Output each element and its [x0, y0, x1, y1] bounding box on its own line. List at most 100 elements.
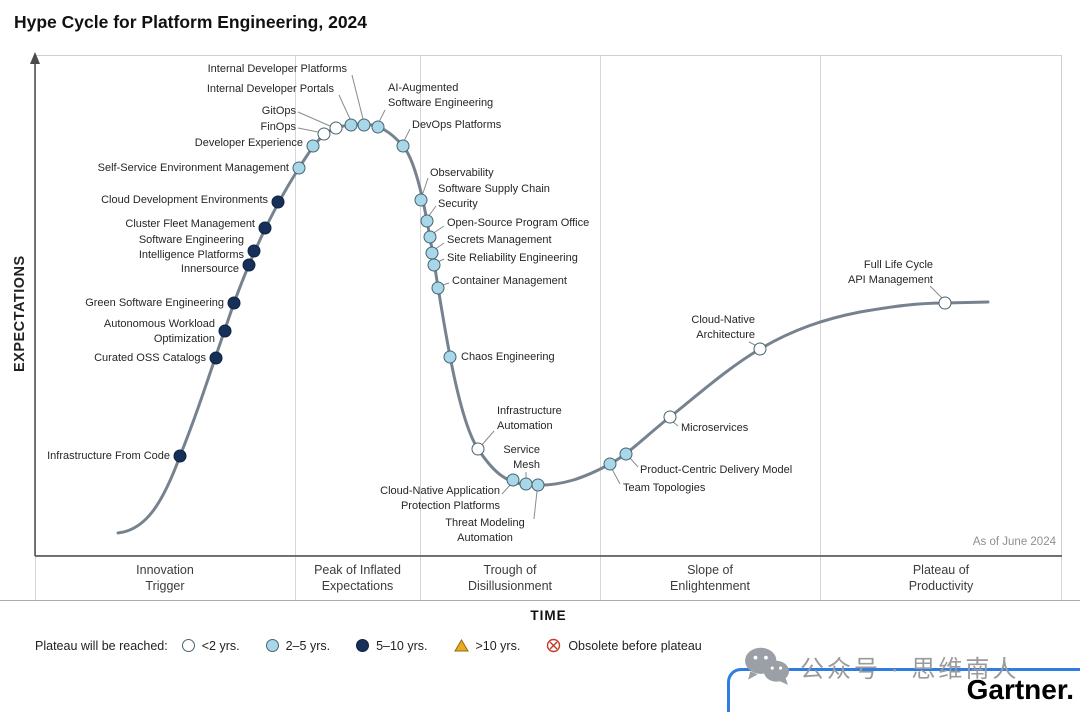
phase-label-peak: Peak of Inflated Expectations — [295, 562, 420, 594]
phase-line: Plateau of — [912, 563, 970, 577]
label-software-supply-chain-security: Software Supply Chain Security — [438, 183, 550, 210]
point-product-centric-delivery-model — [619, 447, 633, 461]
point-internal-developer-platforms — [357, 118, 371, 132]
label-secrets-management: Secrets Management — [447, 233, 552, 246]
legend-circle-5to10-icon — [356, 639, 370, 652]
watermark: 公众号 · 思维南人 — [744, 646, 1019, 686]
leader-internal-developer-platforms — [351, 74, 364, 120]
legend-obsolete-icon — [546, 638, 561, 653]
label-self-service-environment-management: Self-Service Environment Management — [97, 161, 289, 174]
point-cloud-native-architecture — [753, 342, 767, 356]
label-microservices: Microservices — [681, 421, 749, 434]
label-developer-experience: Developer Experience — [194, 136, 303, 149]
legend-item-2to5: 2–5 yrs. — [265, 638, 331, 653]
label-cloud-development-environments: Cloud Development Environments — [101, 193, 268, 206]
phase-line: Innovation — [136, 563, 194, 577]
point-team-topologies — [603, 457, 617, 471]
point-cluster-fleet-management — [258, 221, 272, 235]
point-innersource — [242, 258, 256, 272]
y-axis-arrow-icon — [30, 52, 40, 64]
label-ai-augmented-software-engineering: AI-Augmented Software Engineering — [388, 82, 494, 109]
point-autonomous-workload-optimization — [218, 324, 232, 338]
phase-line: Enlightenment — [670, 579, 750, 593]
page-title: Hype Cycle for Platform Engineering, 202… — [14, 12, 368, 32]
label-innersource: Innersource — [180, 262, 239, 275]
legend-triangle-gt10-icon — [453, 639, 469, 652]
legend: Plateau will be reached: <2 yrs. 2–5 yrs… — [35, 638, 728, 653]
label-chaos-engineering: Chaos Engineering — [461, 350, 555, 363]
wechat-icon — [745, 647, 789, 685]
label-autonomous-workload-optimization: Autonomous Workload Optimization — [103, 318, 215, 345]
watermark-text: 公众号 · 思维南人 — [800, 655, 1020, 683]
legend-label: Obsolete before plateau — [568, 638, 702, 653]
label-devops-platforms: DevOps Platforms — [412, 118, 502, 131]
point-devops-platforms — [396, 139, 410, 153]
point-container-management — [431, 281, 445, 295]
as-of-date: As of June 2024 — [972, 536, 1056, 548]
gartner-logo: Gartner. — [966, 674, 1074, 705]
label-curated-oss-catalogs: Curated OSS Catalogs — [94, 351, 206, 364]
label-green-software-engineering: Green Software Engineering — [85, 296, 224, 309]
label-product-centric-delivery-model: Product-Centric Delivery Model — [640, 463, 793, 476]
phase-line: Peak of Inflated — [314, 563, 401, 577]
hype-curve — [116, 122, 990, 535]
legend-label: 2–5 yrs. — [285, 638, 331, 653]
label-observability: Observability — [430, 166, 494, 179]
y-axis-label: EXPECTATIONS — [12, 255, 28, 372]
legend-item-lt2: <2 yrs. — [181, 639, 240, 653]
point-infrastructure-from-code — [173, 449, 187, 463]
legend-label: 5–10 yrs. — [376, 638, 428, 653]
legend-item-5to10: 5–10 yrs. — [356, 638, 428, 653]
point-cloud-development-environments — [271, 195, 285, 209]
label-site-reliability-engineering: Site Reliability Engineering — [447, 251, 578, 264]
point-infrastructure-automation — [471, 442, 485, 456]
point-self-service-environment-management — [292, 161, 306, 175]
label-internal-developer-portals: Internal Developer Portals — [206, 82, 334, 95]
point-open-source-program-office — [423, 230, 437, 244]
phase-line: Trough of — [483, 563, 537, 577]
branding-outline-box — [727, 668, 1080, 712]
point-chaos-engineering — [443, 350, 457, 364]
leader-finops — [297, 127, 319, 133]
leader-gitops — [297, 111, 331, 127]
point-curated-oss-catalogs — [209, 351, 223, 365]
point-threat-modeling-automation — [531, 478, 545, 492]
legend-circle-2to5-icon — [265, 639, 279, 652]
label-cloud-native-architecture: Cloud-Native Architecture — [691, 314, 755, 341]
point-observability — [414, 193, 428, 207]
point-full-life-cycle-api-management — [938, 296, 952, 310]
leader-threat-modeling-automation — [533, 490, 538, 520]
label-service-mesh: Service Mesh — [503, 444, 540, 471]
point-secrets-management — [425, 246, 439, 260]
phase-label-slope: Slope of Enlightenment — [600, 562, 820, 594]
label-cluster-fleet-management: Cluster Fleet Management — [125, 217, 255, 230]
point-ai-augmented-software-engineering — [371, 120, 385, 134]
label-gitops: GitOps — [261, 104, 296, 117]
phase-line: Disillusionment — [467, 579, 553, 593]
label-software-engineering-intelligence-platforms: Software Engineering Intelligence Platfor… — [138, 234, 244, 261]
label-infrastructure-from-code: Infrastructure From Code — [47, 449, 170, 462]
label-open-source-program-office: Open-Source Program Office — [447, 216, 590, 229]
label-threat-modeling-automation: Threat Modeling Automation — [445, 517, 525, 544]
point-software-supply-chain-security — [420, 214, 434, 228]
leader-internal-developer-portals — [338, 94, 351, 120]
leader-team-topologies — [611, 468, 621, 485]
legend-title: Plateau will be reached: — [35, 638, 168, 653]
label-cloud-native-application-protection-platforms: Cloud-Native Application Protection Platf… — [380, 485, 500, 512]
phase-label-innovation-trigger: Innovation Trigger — [35, 562, 295, 594]
legend-item-obsolete: Obsolete before plateau — [546, 638, 702, 653]
phase-line: Trigger — [145, 579, 185, 593]
legend-circle-lt2-icon — [181, 639, 195, 652]
x-axis-label: TIME — [530, 608, 567, 623]
phase-label-trough: Trough of Disillusionment — [420, 562, 600, 594]
label-full-life-cycle-api-management: Full Life Cycle API Management — [848, 259, 933, 286]
legend-item-gt10: >10 yrs. — [453, 639, 520, 653]
leader-product-centric-delivery-model — [629, 457, 639, 468]
point-internal-developer-portals — [344, 118, 358, 132]
point-gitops — [329, 121, 343, 135]
phase-label-plateau: Plateau of Productivity — [820, 562, 1062, 594]
leader-infrastructure-automation — [480, 430, 495, 447]
point-microservices — [663, 410, 677, 424]
phase-line: Slope of — [687, 563, 733, 577]
